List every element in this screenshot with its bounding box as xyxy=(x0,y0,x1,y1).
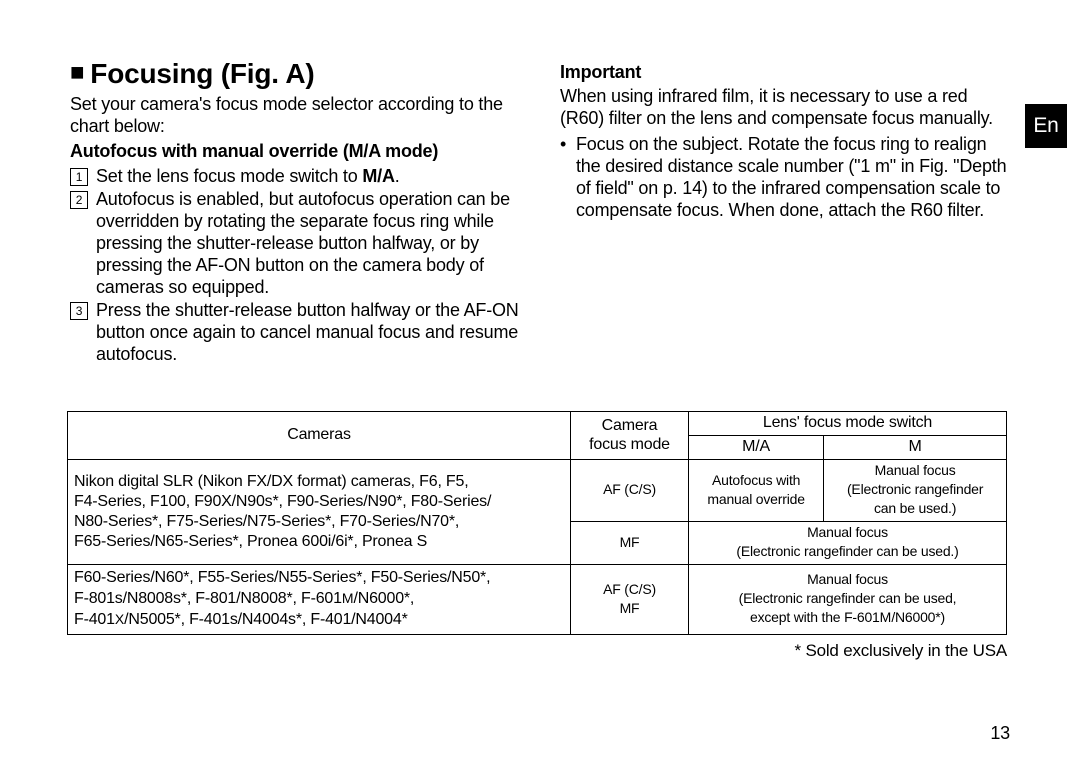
th-ma: M/A xyxy=(689,436,824,460)
focus-mode-af: AF (C/S) xyxy=(571,460,689,522)
cell-m: Manual focus(Electronic rangefindercan b… xyxy=(824,460,1007,522)
cell-merged: Manual focus(Electronic rangefinder can … xyxy=(689,522,1007,565)
section-heading: ■Focusing (Fig. A) xyxy=(70,58,520,90)
focus-mode-table: Cameras Camerafocus mode Lens' focus mod… xyxy=(67,411,1007,661)
table-footnote: * Sold exclusively in the USA xyxy=(67,641,1007,661)
cell-merged: Manual focus(Electronic rangefinder can … xyxy=(689,565,1007,635)
focus-mode-both: AF (C/S)MF xyxy=(571,565,689,635)
step-3: 3 Press the shutter-release button halfw… xyxy=(70,299,520,365)
step-2: 2 Autofocus is enabled, but autofocus op… xyxy=(70,188,520,298)
focus-mode-mf: MF xyxy=(571,522,689,565)
th-m: M xyxy=(824,436,1007,460)
left-column: ■Focusing (Fig. A) Set your camera's foc… xyxy=(70,58,520,366)
right-column: Important When using infrared film, it i… xyxy=(560,58,1010,366)
camera-list-2: F60-Series/N60*, F55-Series/N55-Series*,… xyxy=(68,565,571,635)
th-lens-switch: Lens' focus mode switch xyxy=(689,412,1007,436)
subheading: Autofocus with manual override (M/A mode… xyxy=(70,140,520,162)
step-number: 1 xyxy=(70,168,88,186)
intro-text: Set your camera's focus mode selector ac… xyxy=(70,93,520,137)
step-number: 2 xyxy=(70,191,88,209)
step-1: 1 Set the lens focus mode switch to M/A. xyxy=(70,165,520,187)
steps-list: 1 Set the lens focus mode switch to M/A.… xyxy=(70,165,520,365)
language-tab: En xyxy=(1025,104,1067,148)
th-cameras: Cameras xyxy=(68,412,571,460)
page-number: 13 xyxy=(990,723,1010,744)
important-text: When using infrared film, it is necessar… xyxy=(560,85,1010,129)
important-label: Important xyxy=(560,62,1010,83)
th-camera-mode: Camerafocus mode xyxy=(571,412,689,460)
camera-list-1: Nikon digital SLR (Nikon FX/DX format) c… xyxy=(68,460,571,565)
step-number: 3 xyxy=(70,302,88,320)
cell-ma: Autofocus withmanual override xyxy=(689,460,824,522)
bullet-item: Focus on the subject. Rotate the focus r… xyxy=(560,133,1010,221)
page-content: ■Focusing (Fig. A) Set your camera's foc… xyxy=(0,0,1080,366)
